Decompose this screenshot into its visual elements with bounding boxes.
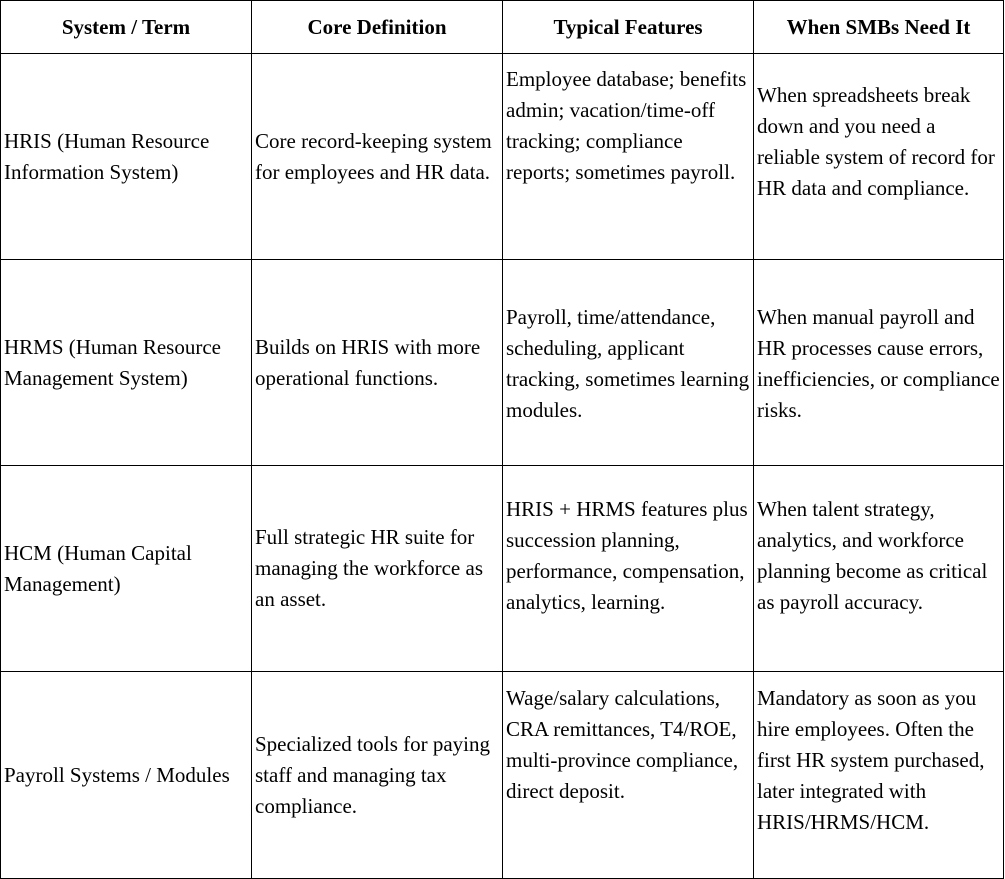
table-row: HCM (Human Capital Management) Full stra… xyxy=(0,465,1004,672)
cell-definition: Core record-keeping system for employees… xyxy=(251,53,503,260)
cell-need: When spreadsheets break down and you nee… xyxy=(753,53,1004,260)
cell-term: HRIS (Human Resource Information System) xyxy=(0,53,252,260)
cell-term: Payroll Systems / Modules xyxy=(0,671,252,879)
cell-definition: Builds on HRIS with more operational fun… xyxy=(251,259,503,466)
cell-features: Employee database; benefits admin; vacat… xyxy=(502,53,754,260)
cell-term: HCM (Human Capital Management) xyxy=(0,465,252,672)
cell-features: HRIS + HRMS features plus succession pla… xyxy=(502,465,754,672)
cell-term: HRMS (Human Resource Management System) xyxy=(0,259,252,466)
cell-need: Mandatory as soon as you hire employees.… xyxy=(753,671,1004,879)
cell-features: Payroll, time/attendance, scheduling, ap… xyxy=(502,259,754,466)
header-typical-features: Typical Features xyxy=(502,0,754,54)
table-body: HRIS (Human Resource Information System)… xyxy=(0,53,1004,879)
header-when-smbs-need-it: When SMBs Need It xyxy=(753,0,1004,54)
header-system-term: System / Term xyxy=(0,0,252,54)
cell-definition: Specialized tools for paying staff and m… xyxy=(251,671,503,879)
cell-definition: Full strategic HR suite for managing the… xyxy=(251,465,503,672)
table-row: HRMS (Human Resource Management System) … xyxy=(0,259,1004,466)
cell-features: Wage/salary calculations, CRA remittance… xyxy=(502,671,754,879)
cell-need: When talent strategy, analytics, and wor… xyxy=(753,465,1004,672)
cell-need: When manual payroll and HR processes cau… xyxy=(753,259,1004,466)
table-header: System / Term Core Definition Typical Fe… xyxy=(0,0,1004,54)
header-core-definition: Core Definition xyxy=(251,0,503,54)
header-row: System / Term Core Definition Typical Fe… xyxy=(0,0,1004,54)
table-row: HRIS (Human Resource Information System)… xyxy=(0,53,1004,260)
table-row: Payroll Systems / Modules Specialized to… xyxy=(0,671,1004,879)
